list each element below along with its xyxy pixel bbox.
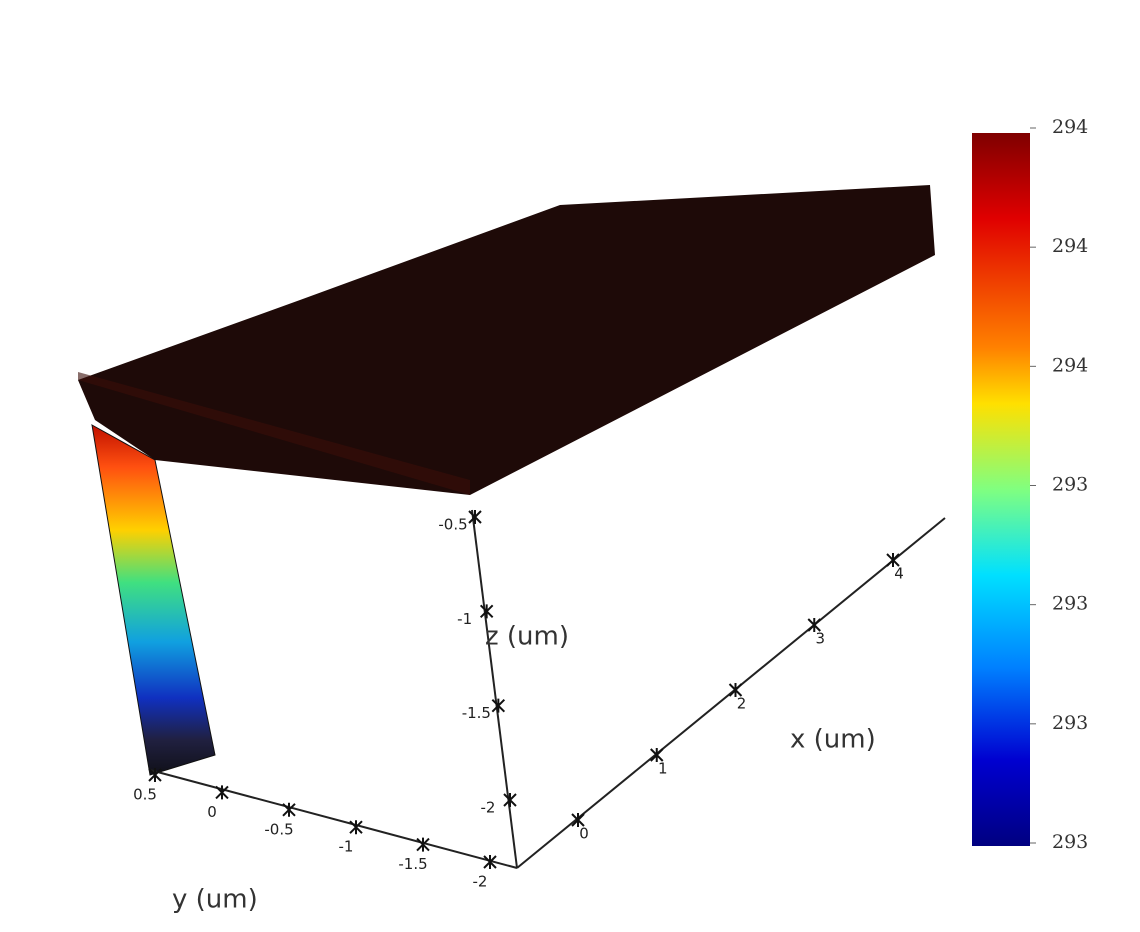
z-tick — [468, 510, 482, 524]
x-axis-label: x (um) — [790, 725, 876, 755]
x-tick-label: 2 — [737, 695, 747, 713]
slab-front — [78, 372, 470, 495]
slab-top — [78, 185, 935, 495]
y-tick — [349, 820, 363, 835]
z-tick — [503, 793, 517, 807]
z-axis-label: z (um) — [485, 622, 569, 652]
x-tick — [571, 813, 585, 827]
colorbar — [972, 133, 1030, 846]
z-tick-label: -2 — [481, 799, 496, 817]
colorbar-tick-label: 293 — [1052, 712, 1088, 734]
x-tick-label: 3 — [815, 630, 825, 648]
x-tick-label: 4 — [894, 565, 904, 583]
x-tick-label: 0 — [579, 825, 589, 843]
colorbar-tick-label: 294 — [1052, 354, 1088, 376]
y-tick-label: -1.5 — [398, 855, 427, 873]
y-tick — [483, 855, 497, 869]
x-tick — [728, 683, 743, 697]
y-tick-label: 0.5 — [133, 786, 157, 804]
x-tick — [650, 748, 664, 762]
z-tick-label: -1 — [457, 610, 472, 628]
z-tick-label: -0.5 — [438, 516, 467, 534]
z-tick-label: -1.5 — [462, 704, 491, 722]
y-tick — [215, 785, 229, 800]
z-axis-line — [471, 509, 518, 869]
y-tick-label: -1 — [339, 838, 354, 856]
column-front — [91, 424, 216, 776]
y-tick-label: -2 — [473, 873, 488, 891]
y-axis-line — [149, 769, 518, 869]
z-tick — [479, 604, 494, 619]
z-tick — [491, 698, 506, 713]
x-tick — [807, 618, 821, 632]
colorbar-tick-label: 294 — [1052, 235, 1088, 257]
y-tick — [416, 837, 430, 852]
y-tick-label: 0 — [207, 803, 217, 821]
colorbar-tick-label: 293 — [1052, 831, 1088, 853]
x-axis-line — [516, 517, 946, 869]
y-tick — [148, 768, 162, 782]
colorbar-tick-label: 293 — [1052, 593, 1088, 615]
colorbar-tick-label: 293 — [1052, 474, 1088, 496]
y-tick — [282, 802, 296, 817]
y-tick-label: -0.5 — [264, 820, 293, 838]
y-axis-label: y (um) — [172, 885, 258, 915]
x-tick — [886, 553, 900, 567]
x-tick-label: 1 — [658, 760, 668, 778]
colorbar-tick-label: 294 — [1052, 116, 1088, 138]
